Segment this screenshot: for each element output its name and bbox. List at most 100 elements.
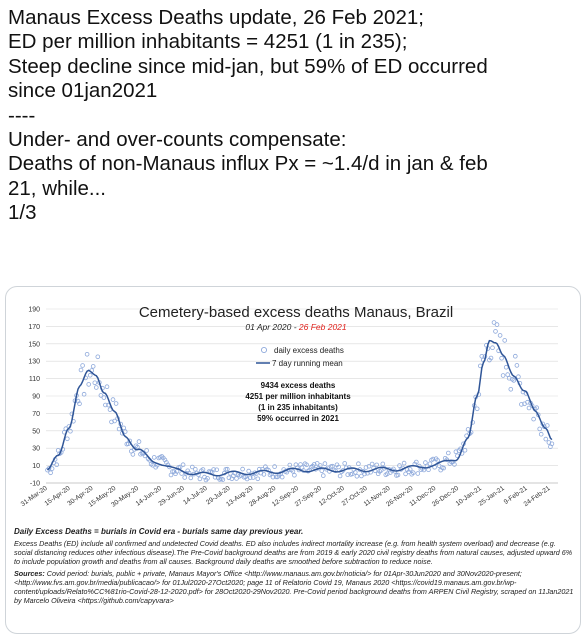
daily-excess-point: [54, 462, 59, 468]
daily-excess-point: [430, 456, 436, 462]
daily-excess-point: [508, 387, 514, 392]
daily-excess-point: [516, 374, 521, 379]
annotation-line: 9434 excess deaths: [261, 381, 336, 390]
caption-body: Excess Deaths (ED) include all confirmed…: [14, 539, 573, 567]
daily-excess-point: [401, 460, 407, 466]
daily-excess-point: [531, 416, 536, 422]
daily-excess-point: [109, 419, 114, 425]
grid-layer: [46, 308, 558, 484]
daily-excess-point: [366, 464, 372, 469]
daily-excess-point: [84, 352, 90, 357]
daily-excess-point: [490, 345, 495, 350]
daily-excess-point: [240, 466, 245, 472]
daily-excess-point: [90, 364, 96, 369]
x-tick-label: 29-Jun-20: [157, 485, 186, 508]
daily-excess-point: [270, 474, 276, 480]
daily-excess-point: [500, 373, 506, 378]
daily-excess-point: [95, 354, 101, 360]
daily-excess-point: [250, 475, 256, 480]
daily-excess-point: [452, 462, 457, 467]
daily-excess-point: [445, 450, 451, 456]
daily-excess-point: [314, 461, 320, 466]
y-tick-label: -10: [30, 481, 40, 488]
chart-subtitle: 01 Apr 2020 - 26 Feb 2021: [245, 322, 347, 332]
daily-excess-point: [543, 436, 549, 442]
chart-annotation: 9434 excess deaths 4251 per million inha…: [245, 381, 351, 423]
chart-legend: daily excess deaths 7 day running mean: [256, 346, 344, 368]
chart-image-card[interactable]: -10 10 30 50 70 90 110 130 150 170 190 31-Mar-20 15-…: [5, 286, 581, 634]
daily-excess-point: [197, 476, 203, 482]
daily-excess-point: [317, 463, 323, 468]
daily-excess-point: [81, 391, 87, 397]
y-tick-label: 130: [28, 359, 40, 366]
tweet-line: Steep decline since mid-jan, but 59% of …: [8, 54, 488, 78]
tweet-line: Deaths of non-Manaus influx Px = ~1.4/d …: [8, 152, 488, 176]
daily-excess-point: [101, 395, 107, 400]
daily-excess-point: [279, 474, 285, 480]
daily-excess-point: [514, 363, 520, 368]
y-tick-label: 150: [28, 341, 40, 348]
daily-excess-point: [49, 466, 55, 471]
daily-excess-point: [130, 452, 136, 457]
daily-excess-point: [497, 333, 503, 338]
daily-excess-point: [261, 472, 267, 477]
daily-excess-point: [144, 448, 149, 453]
daily-excess-point: [474, 406, 480, 412]
daily-excess-point: [68, 428, 73, 434]
daily-excess-point: [488, 355, 494, 361]
caption-sources-text: Covid period: burials, public + private,…: [14, 568, 574, 606]
daily-excess-point: [46, 466, 52, 471]
marker-layer: [45, 320, 555, 483]
annotation-line: (1 in 235 inhabitants): [258, 403, 338, 412]
daily-excess-point: [397, 463, 402, 468]
tweet-line: 21, while...: [8, 176, 106, 200]
running-mean-line: [47, 339, 553, 477]
daily-excess-point: [179, 471, 184, 476]
daily-excess-point: [78, 367, 84, 373]
daily-excess-point: [378, 468, 384, 473]
daily-excess-point: [549, 441, 555, 447]
daily-excess-point: [272, 464, 277, 469]
daily-excess-point: [87, 372, 93, 378]
line-layer: [47, 339, 553, 477]
daily-excess-point: [122, 429, 128, 434]
annotation-line: 4251 per million inhabitants: [245, 392, 351, 401]
chart-caption: Daily Excess Deaths = burials in Covid e…: [14, 527, 574, 605]
daily-excess-point: [407, 467, 413, 472]
legend-markers-label: daily excess deaths: [274, 346, 344, 355]
legend-marker-icon: [260, 346, 268, 354]
daily-excess-point: [479, 354, 485, 359]
tweet-line: Manaus Excess Deaths update, 26 Feb 2021…: [8, 6, 424, 29]
daily-excess-point: [170, 469, 175, 474]
daily-excess-point: [205, 476, 210, 481]
daily-excess-point: [190, 464, 195, 470]
daily-excess-point: [292, 472, 297, 478]
daily-excess-point: [342, 461, 348, 466]
y-tick-label: 190: [28, 307, 40, 314]
daily-excess-point: [64, 436, 70, 442]
daily-excess-point: [319, 468, 325, 474]
daily-excess-point: [330, 463, 335, 469]
daily-excess-point: [462, 448, 468, 453]
daily-excess-point: [193, 467, 198, 472]
daily-excess-point: [354, 474, 360, 479]
daily-excess-point: [526, 405, 532, 411]
y-tick-label: 90: [32, 394, 40, 401]
excess-deaths-chart: -10103050709011013015017019031-Mar-2015-…: [20, 304, 558, 509]
daily-excess-point: [113, 401, 119, 406]
caption-title: Daily Excess Deaths = burials in Covid e…: [14, 527, 304, 536]
daily-excess-point: [174, 469, 180, 474]
daily-excess-point: [188, 475, 194, 481]
legend-line-label: 7 day running mean: [272, 359, 343, 368]
daily-excess-point: [104, 384, 110, 389]
daily-excess-point: [427, 461, 433, 467]
daily-excess-point: [435, 458, 440, 463]
daily-excess-point: [226, 475, 232, 481]
daily-excess-point: [494, 322, 500, 327]
daily-excess-point: [369, 461, 375, 467]
daily-excess-point: [246, 468, 252, 474]
caption-sources-label: Sources:: [14, 568, 45, 578]
y-tick-label: 110: [29, 376, 40, 383]
daily-excess-point: [403, 471, 408, 477]
x-tick-label: 25-Jan-21: [477, 485, 506, 508]
